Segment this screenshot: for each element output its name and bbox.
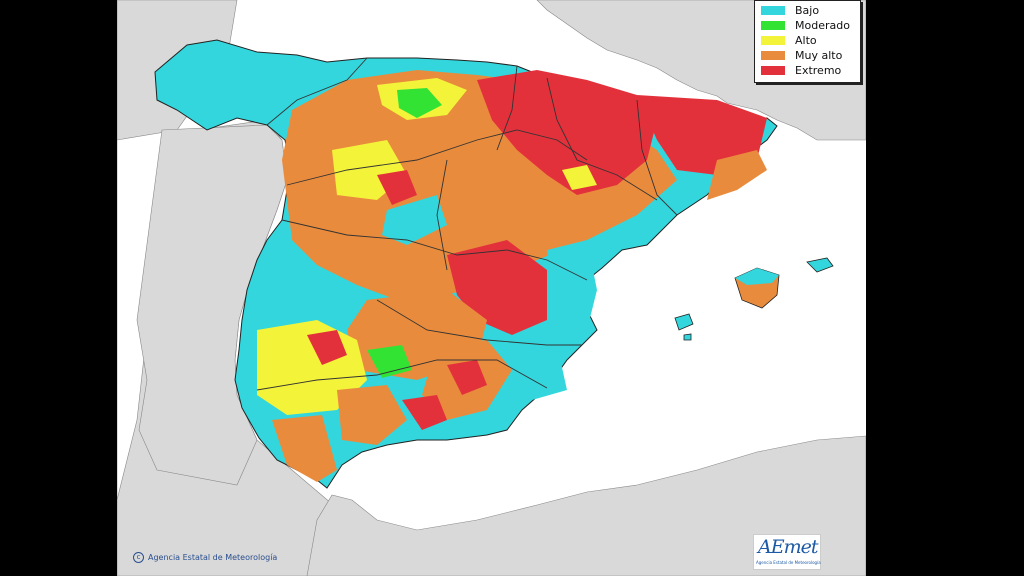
- legend-label-muy-alto: Muy alto: [795, 49, 843, 62]
- menorca-island: [806, 257, 834, 273]
- ibiza-island: [674, 313, 694, 331]
- legend-item-extremo: Extremo: [761, 63, 841, 78]
- legend-swatch-moderado: [761, 21, 785, 30]
- copyright-text: Agencia Estatal de Meteorología: [148, 553, 278, 562]
- legend-swatch-bajo: [761, 6, 785, 15]
- legend-label-bajo: Bajo: [795, 4, 820, 17]
- legend-swatch-muy-alto: [761, 51, 785, 60]
- logo-main-text: AEmet: [758, 536, 818, 558]
- formentera-island: [683, 333, 692, 341]
- legend-item-moderado: Moderado: [761, 18, 850, 33]
- legend-label-moderado: Moderado: [795, 19, 850, 32]
- risk-map: [117, 0, 866, 576]
- mallorca-coast: [735, 268, 779, 285]
- legend-swatch-extremo: [761, 66, 785, 75]
- legend-label-extremo: Extremo: [795, 64, 842, 77]
- legend-swatch-alto: [761, 36, 785, 45]
- copyright-notice: c Agencia Estatal de Meteorología: [133, 552, 277, 563]
- legend-item-muy-alto: Muy alto: [761, 48, 842, 63]
- map-frame: Bajo Moderado Alto Muy alto Extremo c Ag…: [117, 0, 866, 576]
- legend-label-alto: Alto: [795, 34, 817, 47]
- legend-item-bajo: Bajo: [761, 3, 819, 18]
- copyright-icon: c: [133, 552, 144, 563]
- legend: Bajo Moderado Alto Muy alto Extremo: [754, 0, 861, 83]
- region-borders: [256, 57, 678, 391]
- africa-land: [306, 435, 866, 576]
- risk-regions: [257, 70, 767, 482]
- aemet-logo: AEmet Agencia Estatal de Meteorología: [753, 534, 821, 570]
- logo-sub-text: Agencia Estatal de Meteorología: [756, 560, 821, 565]
- legend-item-alto: Alto: [761, 33, 817, 48]
